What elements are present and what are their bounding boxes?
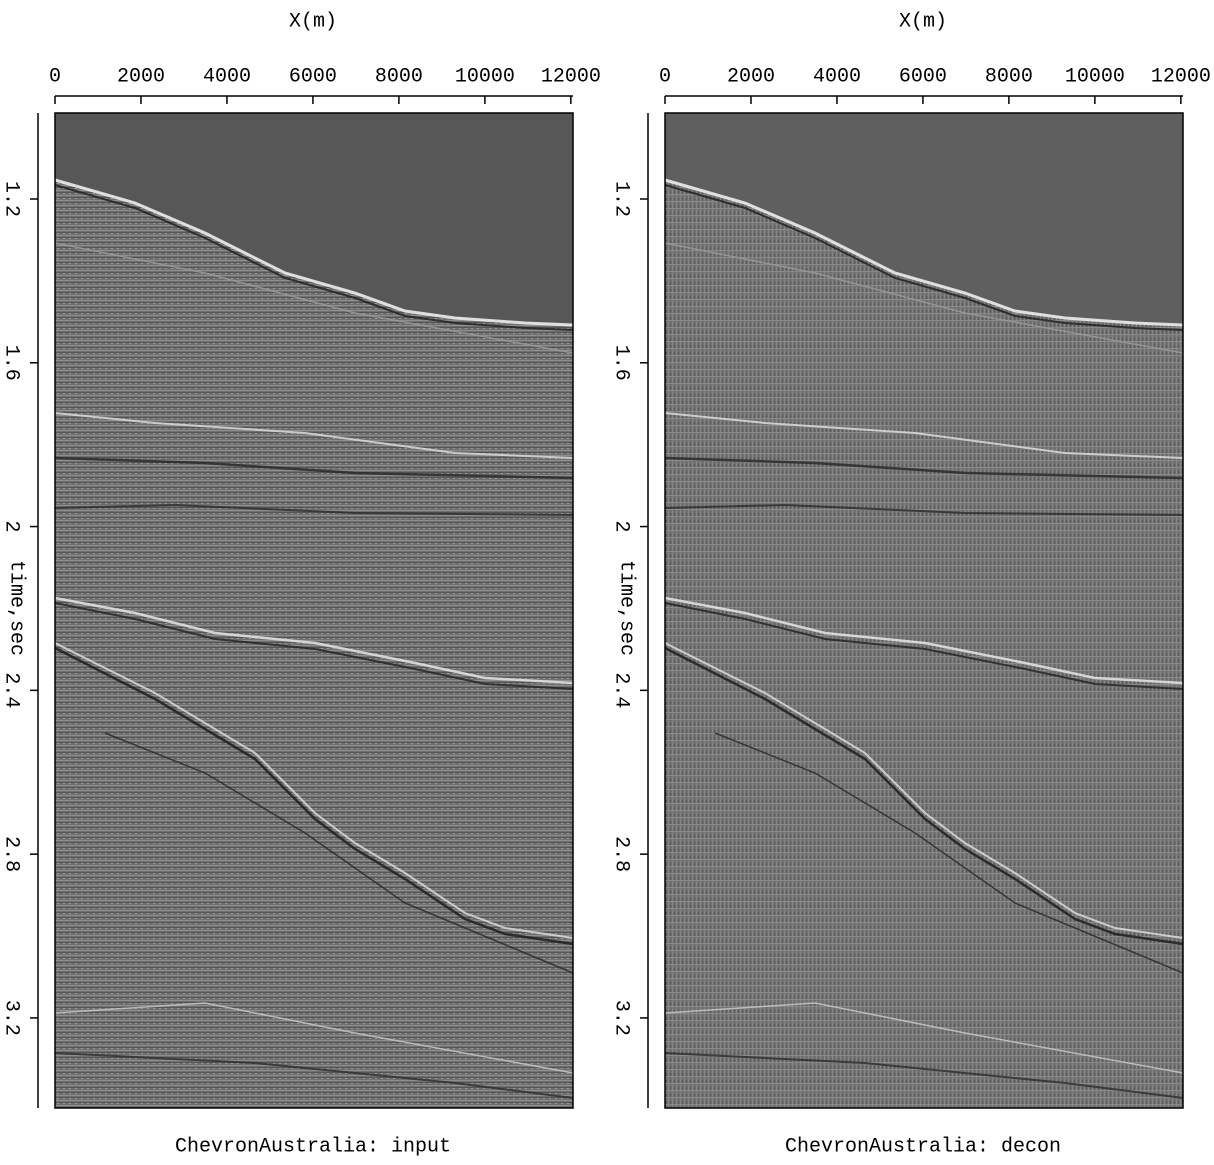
reflector [664,178,1184,327]
reflector [54,596,574,685]
y-tick-label: 2.4 [610,672,633,708]
y-tick-label: 2.8 [610,836,633,872]
plot-frame [54,112,574,1109]
y-tick-label: 2.4 [0,672,23,708]
y-tick-label: 2 [610,521,633,533]
y-tick-label: 1.2 [0,181,23,217]
y-tick-label: 1.6 [0,345,23,381]
reflector [664,242,1184,354]
reflector [664,1052,1184,1099]
x-tick-label: 12000 [1151,65,1211,88]
reflector [54,602,574,690]
x-tick-label: 8000 [985,65,1033,88]
chart-title: ChevronAustralia: decon [785,1135,1061,1158]
reflector [664,1002,1184,1074]
panel: 0 2000 4000 6000 8000 10000 12000 X(m) 1.2 1.6 2 2.… [610,10,1211,1158]
y-tick-label: 2 [0,521,23,533]
reflector [104,732,574,974]
reflector [54,412,574,459]
y-tick-label: 2.8 [0,836,23,872]
x-tick-label: 4000 [813,65,861,88]
x-axis-label: X(m) [899,10,947,33]
reflector [54,1002,574,1074]
reflector [664,456,1184,480]
reflector [54,503,574,516]
plot-frame [664,112,1184,1109]
reflector [54,184,574,331]
panel: 0 2000 4000 6000 8000 10000 12000 X(m) 1.2 1.6 2 2.… [0,10,601,1158]
x-tick-label: 4000 [203,65,251,88]
y-axis-label: time,sec [5,560,28,656]
x-tick-label: 6000 [899,65,947,88]
reflector [664,596,1184,685]
reflector [664,184,1184,331]
x-tick-label: 12000 [541,65,601,88]
chart-title: ChevronAustralia: input [175,1135,451,1158]
reflector [54,642,574,939]
y-tick-label: 3.2 [610,1000,633,1036]
reflector [714,732,1184,974]
y-tick-label: 1.6 [610,345,633,381]
reflector [664,602,1184,690]
seismic-image [54,113,574,1108]
y-tick-label: 3.2 [0,1000,23,1036]
x-axis-label: X(m) [289,10,337,33]
seismic-image [664,113,1184,1108]
x-tick-label: 0 [659,65,671,88]
x-tick-label: 6000 [289,65,337,88]
reflector [54,456,574,480]
water-column [55,113,573,325]
reflector [54,646,574,946]
x-tick-label: 2000 [117,65,165,88]
reflector [54,1052,574,1099]
y-axis-label: time,sec [615,560,638,656]
reflector [664,503,1184,516]
reflector [54,242,574,354]
x-tick-label: 0 [49,65,61,88]
reflector [54,178,574,327]
x-tick-label: 10000 [1065,65,1125,88]
x-tick-label: 2000 [727,65,775,88]
water-column [665,113,1183,325]
reflector [664,642,1184,939]
x-tick-label: 10000 [455,65,515,88]
x-tick-label: 8000 [375,65,423,88]
y-tick-label: 1.2 [610,181,633,217]
reflector [664,412,1184,459]
reflector [664,646,1184,946]
